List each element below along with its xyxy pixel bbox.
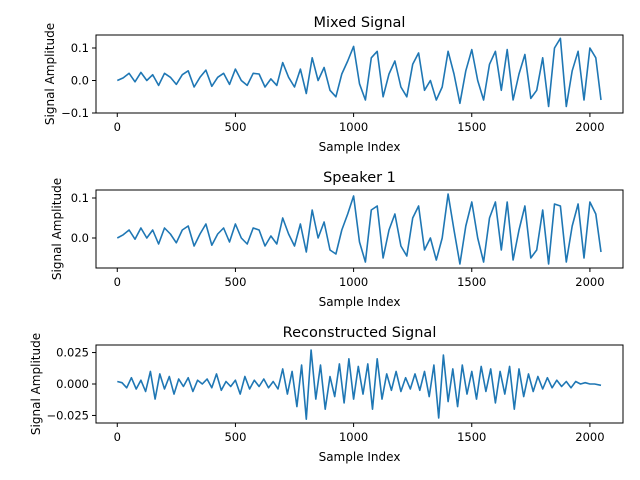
x-tick-label: 1500 <box>457 430 486 444</box>
chart-title: Speaker 1 <box>323 170 396 186</box>
series-line <box>116 193 602 265</box>
chart-title: Mixed Signal <box>314 15 406 31</box>
y-tick-label: −0.1 <box>61 106 89 120</box>
x-tick-label: 500 <box>224 430 246 444</box>
y-tick-label: 0.0 <box>71 74 89 88</box>
x-tick-label: 1500 <box>457 120 486 134</box>
x-tick-label: 0 <box>114 120 121 134</box>
x-tick-label: 1000 <box>339 275 368 289</box>
x-tick-label: 0 <box>114 275 121 289</box>
y-tick-label: 0.0 <box>71 231 89 245</box>
x-axis-label: Sample Index <box>319 140 401 154</box>
chart-title: Reconstructed Signal <box>283 325 437 341</box>
chart-panel-reconstructed-signal: 0 500 1000 1500 2000 −0.025 0.000 0.025 Reconstr… <box>29 325 624 464</box>
x-tick-label: 500 <box>224 275 246 289</box>
y-tick-label: 0.000 <box>56 377 89 391</box>
x-tick-label: 1000 <box>339 120 368 134</box>
x-tick-label: 0 <box>114 430 121 444</box>
y-tick-label: −0.025 <box>46 408 89 422</box>
x-tick-label: 1000 <box>339 430 368 444</box>
x-axis-label: Sample Index <box>319 450 401 464</box>
chart-panel-speaker-1: 0 500 1000 1500 2000 0.0 0.1 Speaker 1 Sample In… <box>50 170 624 309</box>
x-tick-label: 500 <box>224 120 246 134</box>
x-tick-label: 2000 <box>575 120 604 134</box>
y-axis-label: Signal Amplitude <box>29 333 43 435</box>
x-tick-label: 1500 <box>457 275 486 289</box>
x-axis-label: Sample Index <box>319 295 401 309</box>
y-axis-label: Signal Amplitude <box>50 178 64 280</box>
x-tick-label: 2000 <box>575 275 604 289</box>
y-tick-label: 0.1 <box>71 41 89 55</box>
axes-frame <box>95 34 624 114</box>
chart-panel-mixed-signal: 0 500 1000 1500 2000 −0.1 0.0 0.1 Mixed Signal Sa… <box>43 15 624 154</box>
x-tick-label: 2000 <box>575 430 604 444</box>
y-tick-label: 0.1 <box>71 191 89 205</box>
series-line <box>117 349 602 421</box>
axes-frame <box>95 189 624 269</box>
y-axis-label: Signal Amplitude <box>43 23 57 125</box>
series-line <box>116 37 602 108</box>
y-tick-label: 0.025 <box>56 346 89 360</box>
